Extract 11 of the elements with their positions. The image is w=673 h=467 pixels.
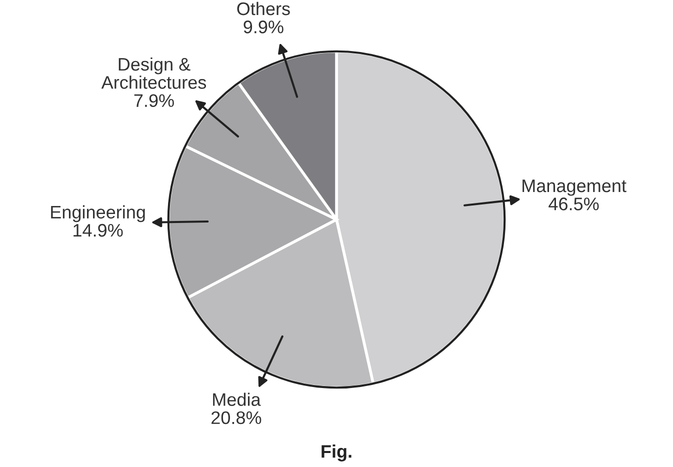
slice-label: Media xyxy=(213,392,261,406)
slice-label: Engineering xyxy=(51,205,145,222)
slice-label: Design & Architectures xyxy=(101,57,206,89)
slice-label: Management xyxy=(522,180,626,196)
data-label: 46.5% xyxy=(548,198,599,210)
text: Fig. xyxy=(322,444,352,462)
data-label: 9.9% xyxy=(244,20,284,34)
data-label: 20.8% xyxy=(212,411,262,424)
slice-label: Others xyxy=(237,2,290,16)
data-label: 14.9% xyxy=(74,224,123,237)
data-label: 7.9% xyxy=(134,94,174,107)
